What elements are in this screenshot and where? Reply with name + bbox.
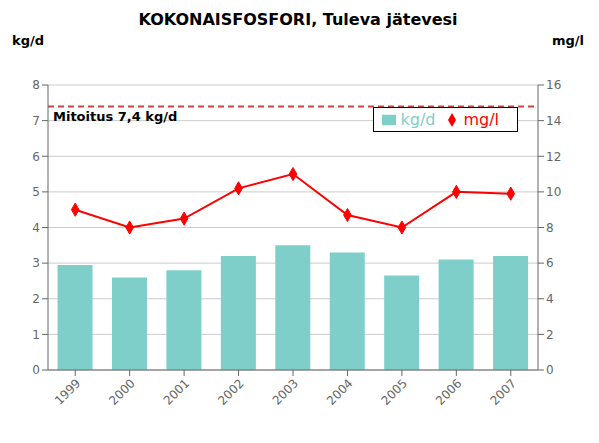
svg-text:1: 1 <box>32 328 40 342</box>
svg-text:0: 0 <box>546 363 554 377</box>
svg-text:8: 8 <box>546 221 554 235</box>
svg-text:2006: 2006 <box>433 376 464 407</box>
svg-text:6: 6 <box>546 256 554 270</box>
svg-text:2005: 2005 <box>379 376 410 407</box>
html-text:mg/l: mg/l <box>551 33 584 48</box>
svg-text:2001: 2001 <box>161 376 192 407</box>
svg-text:2003: 2003 <box>270 376 301 407</box>
svg-text:2002: 2002 <box>215 376 246 407</box>
svg-text:16: 16 <box>546 78 561 92</box>
svg-text:2: 2 <box>546 328 554 342</box>
svg-text:6: 6 <box>32 150 40 164</box>
svg-text:14: 14 <box>546 114 561 128</box>
svg-text:Mitoitus 7,4 kg/d: Mitoitus 7,4 kg/d <box>53 109 177 124</box>
svg-text:4: 4 <box>32 221 40 235</box>
svg-text:0: 0 <box>32 363 40 377</box>
html-text:kg/d: kg/d <box>400 109 436 129</box>
svg-text:3: 3 <box>32 256 40 270</box>
svg-text:12: 12 <box>546 150 561 164</box>
svg-text:8: 8 <box>32 78 40 92</box>
svg-text:2: 2 <box>32 292 40 306</box>
svg-text:4: 4 <box>546 292 554 306</box>
svg-text:5: 5 <box>32 185 40 199</box>
html-text:KOKONAISFOSFORI, Tuleva jäteve: KOKONAISFOSFORI, Tuleva jätevesi <box>138 10 458 29</box>
svg-text:2007: 2007 <box>487 376 518 407</box>
html-text:mg/l: mg/l <box>463 109 499 129</box>
svg-text:7: 7 <box>32 114 40 128</box>
html-text:kg/d: kg/d <box>12 33 44 48</box>
svg-text:1999: 1999 <box>52 376 83 407</box>
svg-text:2000: 2000 <box>106 376 137 407</box>
svg-text:10: 10 <box>546 185 561 199</box>
svg-text:2004: 2004 <box>324 376 355 407</box>
